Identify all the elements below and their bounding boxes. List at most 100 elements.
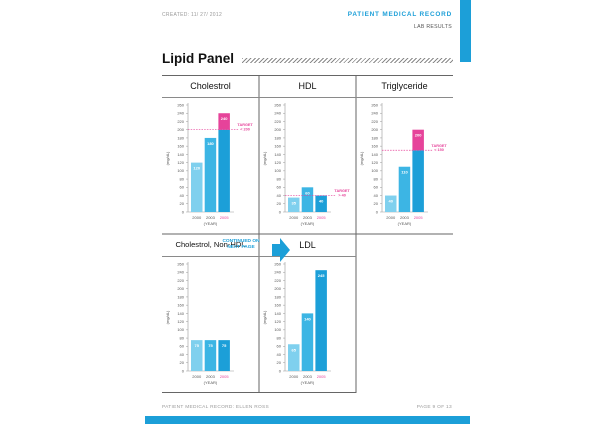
record-subtitle: LAB RESULTS — [413, 24, 452, 30]
x-tick-label: 2000 — [192, 215, 202, 220]
y-tick-label: 200 — [177, 127, 184, 132]
bar-2005: 200 — [412, 129, 424, 212]
y-tick-label: 260 — [371, 102, 378, 107]
bar-value-label: 40 — [389, 199, 394, 204]
grid-lines — [162, 75, 453, 393]
target-value-label: < 200 — [240, 127, 250, 131]
continued-notice[interactable]: CONTINUED ON NEXT PAGE — [210, 235, 290, 265]
chart-title: HDL — [259, 75, 356, 98]
y-tick-label: 180 — [371, 135, 378, 140]
x-tick-label: 2003 — [206, 374, 216, 379]
target-label: TARGET — [237, 123, 253, 127]
bar-value-label: 180 — [207, 141, 214, 146]
y-tick-label: 200 — [371, 127, 378, 132]
y-tick-label: 160 — [274, 303, 281, 308]
chart-svg: 0 20 40 60 80 100 120 140 160 180 200 220 240 260 (mg/… — [165, 102, 253, 226]
y-axis-label: (mg/dL) — [262, 310, 267, 324]
bar-rect — [301, 187, 314, 212]
y-tick-label: 20 — [277, 201, 282, 206]
bar-rect — [315, 270, 327, 371]
y-tick-label: 140 — [274, 311, 281, 316]
bar-2003: 140 — [301, 313, 314, 371]
target-label: TARGET — [431, 144, 447, 148]
bar-2000: 65 — [288, 344, 300, 371]
bar-2003: 180 — [204, 137, 217, 212]
y-tick-label: 260 — [274, 261, 281, 266]
bar-rect — [385, 195, 397, 212]
x-tick-label: 2003 — [400, 215, 410, 220]
bar-rect — [315, 195, 327, 212]
bar-value-label: 40 — [319, 199, 324, 204]
chart-title: Triglyceride — [356, 75, 453, 98]
y-tick-label: 140 — [371, 152, 378, 157]
bar-segment-over-target — [412, 129, 424, 151]
y-tick-label: 20 — [277, 360, 282, 365]
y-tick-label: 60 — [180, 185, 185, 190]
section-title: Lipid Panel — [162, 51, 235, 66]
y-tick-label: 80 — [277, 176, 282, 181]
y-tick-label: 240 — [177, 111, 184, 116]
y-tick-label: 0 — [182, 368, 185, 373]
bar-2000: 40 — [385, 195, 397, 212]
y-tick-label: 80 — [374, 176, 379, 181]
y-tick-label: 200 — [274, 127, 281, 132]
y-tick-label: 40 — [277, 352, 282, 357]
x-tick-label: 2003 — [303, 374, 313, 379]
y-tick-label: 100 — [274, 168, 281, 173]
y-tick-label: 20 — [374, 201, 379, 206]
x-tick-label: 2000 — [289, 215, 299, 220]
y-tick-label: 180 — [274, 294, 281, 299]
x-tick-label: 2005 — [220, 374, 230, 379]
bar-value-label: 240 — [221, 116, 228, 121]
bar-segment-in-range — [218, 129, 230, 212]
y-tick-label: 240 — [274, 111, 281, 116]
x-tick-label: 2000 — [289, 374, 299, 379]
bar-2005: 240 — [218, 113, 230, 212]
y-tick-label: 40 — [180, 193, 185, 198]
chart-title: Cholestrol, Non-HDL — [162, 234, 259, 257]
arrow-right-icon — [272, 238, 290, 262]
y-tick-label: 140 — [177, 152, 184, 157]
y-tick-label: 260 — [274, 102, 281, 107]
bar-2000: 75 — [191, 340, 203, 371]
y-tick-label: 80 — [180, 176, 185, 181]
bar-rect — [204, 137, 217, 212]
y-tick-label: 240 — [371, 111, 378, 116]
y-tick-label: 260 — [177, 102, 184, 107]
y-tick-label: 240 — [177, 270, 184, 275]
bar-rect — [204, 340, 217, 371]
bar-rect — [398, 166, 411, 212]
y-tick-label: 100 — [274, 327, 281, 332]
accent-bar — [460, 0, 471, 62]
bar-value-label: 60 — [305, 190, 310, 195]
x-tick-label: 2003 — [303, 215, 313, 220]
y-tick-label: 0 — [279, 209, 282, 214]
y-tick-label: 120 — [274, 160, 281, 165]
y-tick-label: 220 — [177, 119, 184, 124]
chart-svg: 0 20 40 60 80 100 120 140 160 180 200 220 240 260 (mg/… — [262, 102, 350, 226]
bar-value-label: 75 — [195, 343, 200, 348]
y-tick-label: 40 — [277, 193, 282, 198]
bar-value-label: 75 — [222, 343, 227, 348]
chart-svg: 0 20 40 60 80 100 120 140 160 180 200 220 240 260 (mg/… — [262, 261, 331, 385]
y-tick-label: 0 — [279, 368, 282, 373]
y-tick-label: 180 — [274, 135, 281, 140]
chart-svg: 0 20 40 60 80 100 120 140 160 180 200 220 240 260 (mg/… — [359, 102, 447, 226]
y-tick-label: 140 — [274, 152, 281, 157]
bar-rect — [218, 340, 230, 371]
y-tick-label: 40 — [374, 193, 379, 198]
y-tick-label: 0 — [376, 209, 379, 214]
chart-title: LDL — [259, 234, 356, 257]
continued-line-2: NEXT PAGE — [227, 245, 255, 250]
bar-value-label: 110 — [401, 170, 408, 175]
x-axis-label: (YEAR) — [204, 380, 218, 385]
continued-text: CONTINUED ON NEXT PAGE — [213, 239, 269, 251]
y-tick-label: 140 — [177, 311, 184, 316]
bar-rect — [191, 340, 203, 371]
chart-title: Cholestrol — [162, 75, 259, 98]
grid-frame — [162, 75, 453, 393]
bar-2003: 110 — [398, 166, 411, 212]
y-tick-label: 160 — [177, 144, 184, 149]
x-axis-label: (YEAR) — [398, 221, 412, 226]
x-axis-label: (YEAR) — [301, 380, 315, 385]
